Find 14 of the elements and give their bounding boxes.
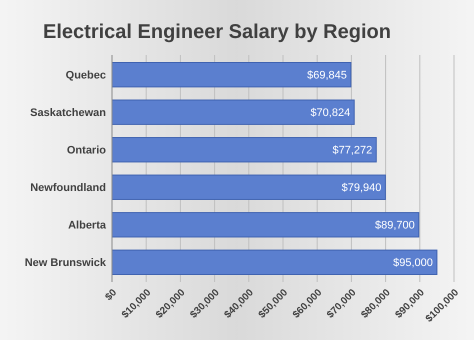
y-tick-label: Alberta	[68, 220, 107, 232]
y-tick-label: Ontario	[66, 144, 106, 157]
data-label: $77,272	[332, 144, 372, 157]
data-label: $70,824	[310, 107, 350, 120]
y-tick-label: Newfoundland	[30, 182, 106, 194]
y-tick-label: Saskatchewan	[30, 107, 106, 120]
y-tick-label: New Brunswick	[24, 257, 107, 270]
chart-title: Electrical Engineer Salary by Region	[43, 21, 391, 43]
data-label: $79,940	[342, 182, 382, 194]
data-label: $69,845	[307, 70, 347, 82]
y-tick-label: Quebec	[66, 70, 106, 82]
data-label: $95,000	[393, 257, 433, 270]
x-tick-label: $0	[103, 286, 120, 303]
data-label: $89,700	[375, 220, 415, 232]
